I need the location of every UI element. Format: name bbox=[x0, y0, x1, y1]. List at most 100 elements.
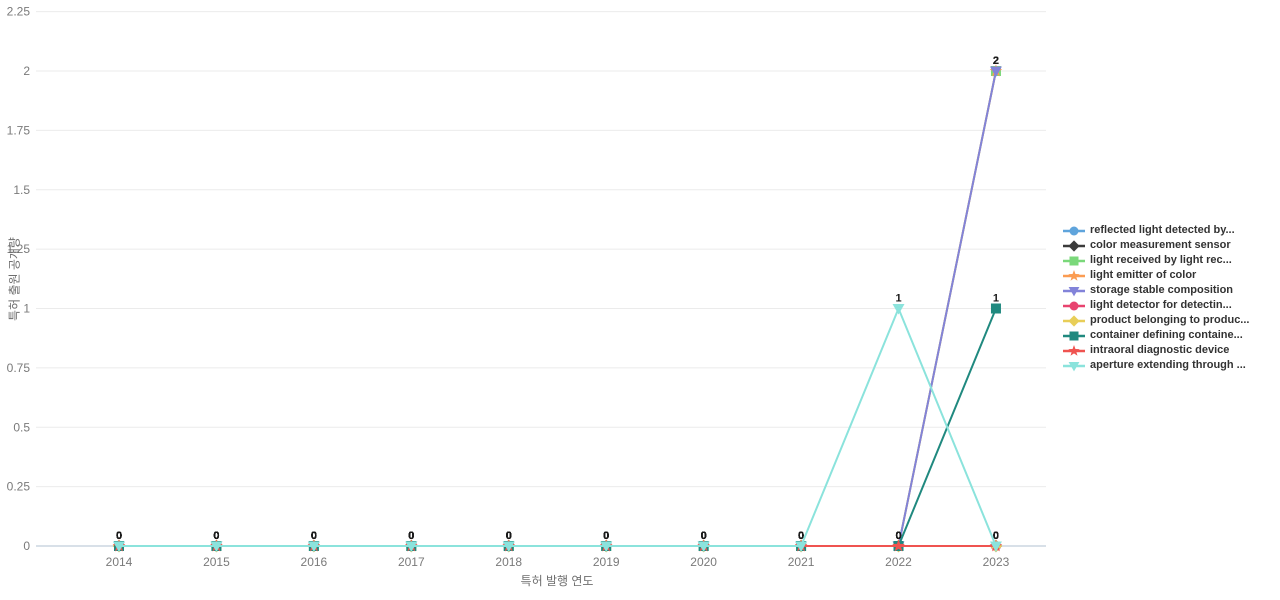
legend-label: storage stable composition bbox=[1090, 284, 1234, 296]
legend-item[interactable]: product belonging to produc... bbox=[1063, 313, 1249, 328]
series-marker-icon bbox=[795, 541, 808, 552]
value-label: 0 bbox=[603, 530, 609, 542]
value-label: 0 bbox=[213, 530, 219, 542]
value-label: 0 bbox=[895, 530, 901, 542]
series-marker-icon bbox=[1068, 239, 1080, 252]
y-tick-label: 2.25 bbox=[7, 5, 31, 19]
value-label: 0 bbox=[701, 530, 707, 542]
value-label: 0 bbox=[701, 530, 707, 542]
legend-item[interactable]: light detector for detectin... bbox=[1063, 298, 1249, 313]
value-label: 0 bbox=[311, 530, 317, 542]
value-label: 0 bbox=[116, 530, 122, 542]
legend-item[interactable]: reflected light detected by... bbox=[1063, 223, 1249, 238]
x-tick-label: 2019 bbox=[593, 555, 620, 569]
series-triangle-down: 0 0 0 0 0 0 0 0 1 0 bbox=[113, 293, 1002, 552]
value-label: 0 bbox=[993, 530, 999, 542]
value-label: 0 bbox=[506, 530, 512, 542]
series-marker-icon bbox=[989, 541, 1002, 552]
legend-label: intraoral diagnostic device bbox=[1090, 344, 1230, 356]
value-label: 0 bbox=[116, 530, 122, 542]
legend-marker-icon bbox=[1063, 226, 1085, 235]
value-label: 0 bbox=[311, 530, 317, 542]
value-label: 0 bbox=[603, 530, 609, 542]
series-marker-icon bbox=[892, 539, 905, 552]
legend-marker-icon bbox=[1063, 269, 1085, 281]
value-label: 1 bbox=[895, 293, 901, 305]
value-label: 0 bbox=[993, 530, 999, 542]
y-tick-label: 1.75 bbox=[7, 123, 31, 137]
value-label: 0 bbox=[213, 530, 219, 542]
value-label: 0 bbox=[408, 530, 414, 542]
series-marker-icon bbox=[1069, 226, 1079, 235]
series-line bbox=[119, 305, 997, 547]
legend-item[interactable]: aperture extending through ... bbox=[1063, 358, 1249, 373]
value-label: 0 bbox=[798, 530, 804, 542]
value-label: 0 bbox=[506, 530, 512, 542]
value-label: 0 bbox=[798, 530, 804, 542]
series-marker-icon bbox=[1068, 344, 1080, 356]
legend-item[interactable]: container defining containe... bbox=[1063, 328, 1249, 343]
value-label: 0 bbox=[213, 530, 219, 542]
x-tick-label: 2023 bbox=[983, 555, 1010, 569]
value-label: 0 bbox=[701, 530, 707, 542]
value-label: 0 bbox=[311, 530, 317, 542]
value-label: 0 bbox=[408, 530, 414, 542]
series-marker-icon bbox=[1069, 331, 1079, 340]
value-label: 0 bbox=[701, 530, 707, 542]
value-label: 0 bbox=[895, 530, 901, 542]
value-label: 0 bbox=[506, 530, 512, 542]
legend-label: light received by light rec... bbox=[1090, 254, 1232, 266]
legend-item[interactable]: color measurement sensor bbox=[1063, 238, 1249, 253]
value-label: 0 bbox=[408, 530, 414, 542]
legend-label: color measurement sensor bbox=[1090, 239, 1231, 251]
value-label: 0 bbox=[506, 530, 512, 542]
series-marker-icon bbox=[1068, 269, 1080, 281]
legend-item[interactable]: intraoral diagnostic device bbox=[1063, 343, 1249, 358]
legend-item[interactable]: light emitter of color bbox=[1063, 268, 1249, 283]
value-label: 0 bbox=[213, 530, 219, 542]
value-label: 0 bbox=[603, 530, 609, 542]
value-label: 0 bbox=[798, 530, 804, 542]
legend-label: light emitter of color bbox=[1090, 269, 1197, 281]
value-label: 0 bbox=[603, 530, 609, 542]
series-marker-icon bbox=[210, 541, 223, 552]
value-label: 0 bbox=[408, 530, 414, 542]
value-label: 0 bbox=[408, 530, 414, 542]
x-tick-label: 2022 bbox=[885, 555, 912, 569]
x-tick-label: 2015 bbox=[203, 555, 230, 569]
value-label: 0 bbox=[311, 530, 317, 542]
legend-label: product belonging to produc... bbox=[1090, 314, 1250, 326]
value-label: 0 bbox=[213, 530, 219, 542]
legend-item[interactable]: light received by light rec... bbox=[1063, 253, 1249, 268]
legend-marker-icon bbox=[1063, 314, 1085, 327]
series-marker-icon bbox=[405, 541, 418, 552]
x-tick-label: 2021 bbox=[788, 555, 815, 569]
y-tick-label: 0 bbox=[23, 539, 30, 553]
value-label: 0 bbox=[408, 530, 414, 542]
value-label: 0 bbox=[213, 530, 219, 542]
value-label: 0 bbox=[895, 530, 901, 542]
value-label: 0 bbox=[603, 530, 609, 542]
value-label: 0 bbox=[506, 530, 512, 542]
y-tick-label: 1 bbox=[23, 302, 30, 316]
legend: reflected light detected by... color meas… bbox=[1063, 223, 1249, 373]
value-label: 0 bbox=[311, 530, 317, 542]
legend-label: reflected light detected by... bbox=[1090, 224, 1235, 236]
value-label: 0 bbox=[506, 530, 512, 542]
legend-item[interactable]: storage stable composition bbox=[1063, 283, 1249, 298]
x-tick-label: 2016 bbox=[301, 555, 328, 569]
legend-marker-icon bbox=[1063, 239, 1085, 252]
value-label: 0 bbox=[895, 530, 901, 542]
value-label: 0 bbox=[213, 530, 219, 542]
series-square: 0 0 0 0 0 0 0 0 0 1 bbox=[114, 293, 1001, 551]
value-label: 0 bbox=[895, 530, 901, 542]
series-marker-icon bbox=[113, 541, 125, 552]
series-marker-icon bbox=[990, 303, 1001, 314]
series-star: 0 0 0 0 0 0 0 0 0 2 bbox=[112, 55, 1003, 552]
series-circle: 0 0 0 0 0 0 0 0 0 0 bbox=[114, 530, 1001, 551]
value-label: 0 bbox=[116, 530, 122, 542]
value-label: 0 bbox=[701, 530, 707, 542]
value-label: 0 bbox=[701, 530, 707, 542]
value-label: 0 bbox=[506, 530, 512, 542]
